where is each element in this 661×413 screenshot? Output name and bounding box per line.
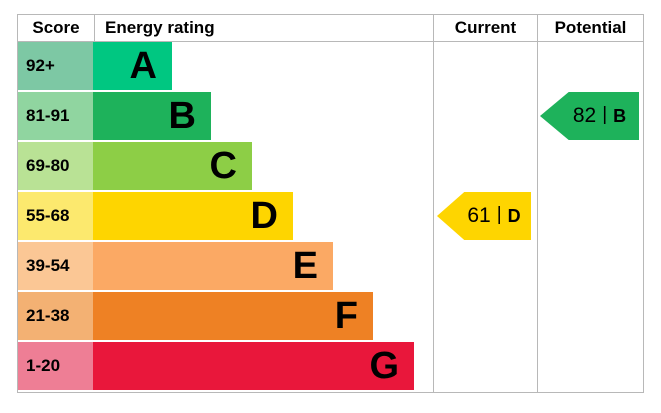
rating-row-a: 92+ A <box>18 42 643 92</box>
epc-table: Score Energy rating Current Potential 92… <box>17 14 644 393</box>
epc-table-header: Score Energy rating Current Potential <box>18 15 643 42</box>
header-score: Score <box>32 18 80 37</box>
potential-rating-value: 82 <box>572 104 597 127</box>
rating-row-e: 39-54 E <box>18 242 643 292</box>
rating-row-f: 21-38 F <box>18 292 643 342</box>
rating-row-b: 81-91 B <box>18 92 643 142</box>
score-range-label: 21-38 <box>18 292 93 340</box>
header-current: Current <box>433 15 537 41</box>
band-bar-b: B <box>93 92 211 140</box>
band-bar-f: F <box>93 292 373 340</box>
score-range-label: 55-68 <box>18 192 93 240</box>
score-range-label: 39-54 <box>18 242 93 290</box>
band-bar-d: D <box>93 192 293 240</box>
current-rating-value: 61 <box>467 204 491 227</box>
rating-rows: 92+ A 81-91 B 69-80 C 55-68 D 39-54 E 21… <box>18 42 643 392</box>
band-bar-c: C <box>93 142 252 190</box>
band-bar-g: G <box>93 342 414 390</box>
column-divider-potential <box>537 42 538 392</box>
score-range-label: 92+ <box>18 42 93 90</box>
band-bar-a: A <box>93 42 172 90</box>
potential-rating-divider: | <box>602 104 608 125</box>
column-divider-current <box>433 42 434 392</box>
rating-row-d: 55-68 D <box>18 192 643 242</box>
score-range-label: 81-91 <box>18 92 93 140</box>
current-rating-band: D <box>507 205 521 226</box>
rating-row-c: 69-80 C <box>18 142 643 192</box>
header-potential: Potential <box>537 15 643 41</box>
rating-row-g: 1-20 G <box>18 342 643 392</box>
current-rating-divider: | <box>496 204 502 225</box>
band-bar-e: E <box>93 242 333 290</box>
header-energy-rating: Energy rating <box>94 15 433 41</box>
score-range-label: 69-80 <box>18 142 93 190</box>
potential-rating-band: B <box>613 105 627 126</box>
score-range-label: 1-20 <box>18 342 93 390</box>
